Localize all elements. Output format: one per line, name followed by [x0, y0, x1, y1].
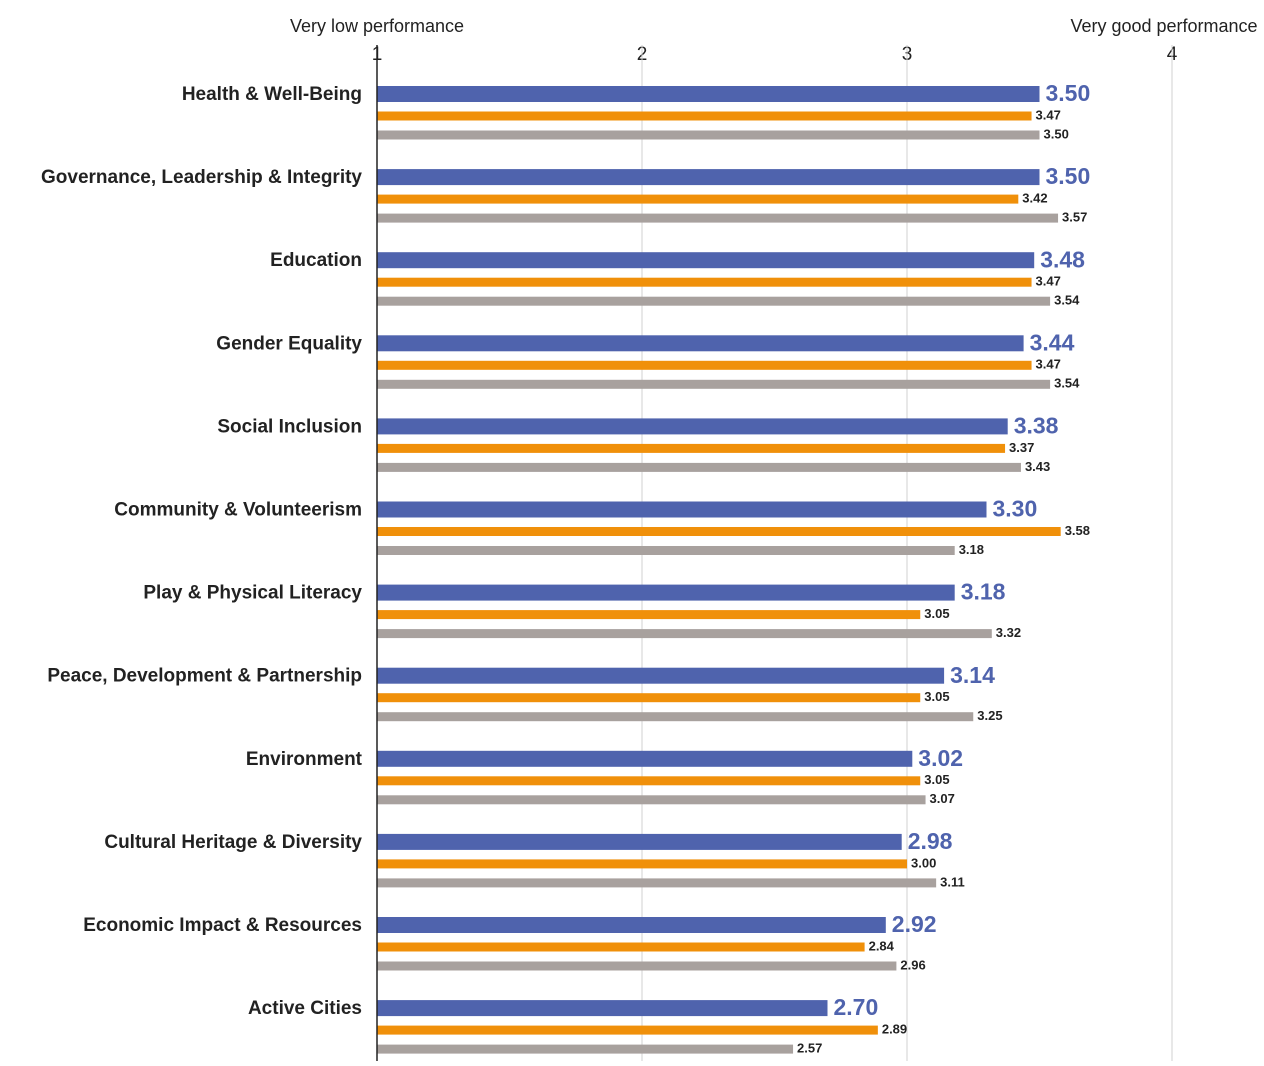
- bar: [377, 961, 897, 971]
- bar: [377, 629, 992, 639]
- bar: [377, 584, 955, 601]
- bar: [377, 833, 902, 850]
- value-label: 3.47: [1036, 357, 1061, 372]
- value-label: 2.92: [892, 911, 937, 937]
- category-label: Active Cities: [248, 998, 362, 1019]
- value-label: 3.00: [911, 855, 936, 870]
- category-label: Community & Volunteerism: [114, 500, 362, 521]
- bar: [377, 360, 1032, 370]
- bar: [377, 878, 937, 888]
- bar: [377, 693, 921, 703]
- bar: [377, 462, 1021, 472]
- value-label: 3.30: [993, 496, 1038, 522]
- value-label: 3.32: [996, 625, 1021, 640]
- value-label: 3.50: [1046, 163, 1091, 189]
- value-label: 3.14: [950, 662, 995, 688]
- bar: [377, 795, 926, 805]
- value-label: 3.18: [961, 579, 1006, 605]
- value-label: 2.89: [882, 1022, 907, 1037]
- category-label: Governance, Leadership & Integrity: [41, 167, 362, 188]
- bar: [377, 213, 1059, 223]
- value-label: 3.42: [1022, 191, 1047, 206]
- bar: [377, 712, 974, 722]
- value-label: 3.38: [1014, 412, 1059, 438]
- value-label: 3.05: [924, 606, 949, 621]
- value-label: 3.25: [977, 708, 1002, 723]
- value-label: 3.07: [930, 791, 955, 806]
- value-label: 2.84: [869, 938, 895, 953]
- value-label: 3.50: [1044, 126, 1069, 141]
- value-label: 2.98: [908, 828, 953, 854]
- bar: [377, 169, 1040, 186]
- value-label: 3.57: [1062, 210, 1087, 225]
- value-label: 3.18: [959, 542, 984, 557]
- value-label: 3.02: [918, 745, 963, 771]
- bar: [377, 130, 1040, 140]
- bar: [377, 296, 1051, 306]
- bar: [377, 917, 886, 933]
- value-label: 2.70: [834, 994, 879, 1020]
- bar: [377, 501, 987, 518]
- category-label: Gender Equality: [216, 333, 362, 354]
- bar: [377, 776, 921, 786]
- bar: [377, 194, 1019, 204]
- bar: [377, 942, 865, 952]
- value-label: 3.44: [1030, 329, 1075, 355]
- annotation-low: Very low performance: [290, 16, 464, 36]
- bar: [377, 546, 955, 555]
- category-label: Peace, Development & Partnership: [47, 666, 362, 687]
- bar: [377, 610, 921, 620]
- value-label: 3.54: [1054, 293, 1080, 308]
- value-label: 3.47: [1036, 274, 1061, 289]
- category-label: Health & Well-Being: [182, 84, 362, 105]
- bar: [377, 379, 1051, 389]
- bar: [377, 859, 907, 869]
- bar: [377, 1000, 828, 1017]
- value-label: 3.54: [1054, 376, 1080, 391]
- value-label: 3.50: [1046, 80, 1091, 106]
- bar: [377, 443, 1006, 453]
- category-label: Environment: [246, 749, 363, 770]
- value-label: 3.37: [1009, 440, 1034, 455]
- bar: [377, 667, 945, 684]
- bar: [377, 527, 1061, 536]
- value-label: 3.11: [940, 874, 965, 889]
- value-label: 3.43: [1025, 459, 1050, 474]
- category-label: Social Inclusion: [217, 416, 362, 437]
- bar: [377, 1044, 794, 1054]
- bar: [377, 111, 1032, 121]
- value-label: 3.58: [1065, 523, 1090, 538]
- bar: [377, 277, 1032, 287]
- category-label: Economic Impact & Resources: [83, 915, 362, 936]
- value-label: 2.96: [900, 957, 925, 972]
- value-label: 3.47: [1036, 107, 1061, 122]
- category-label: Cultural Heritage & Diversity: [104, 832, 362, 853]
- value-label: 3.05: [924, 689, 949, 704]
- annotation-high: Very good performance: [1070, 16, 1257, 36]
- bar: [377, 252, 1035, 269]
- value-label: 3.05: [924, 772, 949, 787]
- bar: [377, 86, 1040, 102]
- category-label: Play & Physical Literacy: [143, 583, 362, 604]
- bar: [377, 750, 913, 767]
- bar: [377, 335, 1024, 352]
- category-label: Education: [270, 250, 362, 271]
- bar: [377, 418, 1008, 435]
- value-label: 2.57: [797, 1041, 822, 1056]
- value-label: 3.48: [1040, 246, 1085, 272]
- bar: [377, 1025, 878, 1035]
